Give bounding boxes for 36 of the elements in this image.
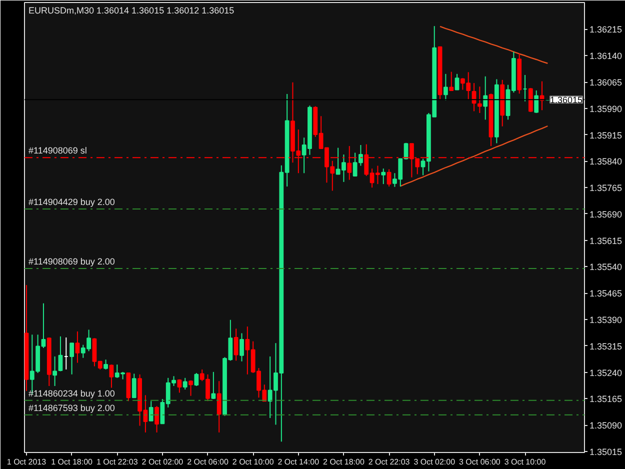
y-tick-label: 1.35090 bbox=[590, 420, 622, 431]
y-tick-label: 1.35240 bbox=[590, 368, 622, 378]
y-tick-label: 1.35015 bbox=[590, 446, 622, 457]
y-tick-label: 1.35465 bbox=[590, 288, 622, 299]
x-tick-label: 2 Oct 18:00 bbox=[323, 458, 365, 466]
y-tick-label: 1.36215 bbox=[590, 24, 622, 35]
ref-line-label: #114904429 buy 2.00 bbox=[28, 197, 115, 208]
y-tick-label: 1.35615 bbox=[590, 236, 622, 246]
ref-line-label: #114908069 sl bbox=[28, 146, 87, 156]
chart-title: EURUSDm,M30 1.36014 1.36015 1.36012 1.36015 bbox=[28, 6, 234, 16]
ref-line-label: #114860234 buy 1.00 bbox=[28, 388, 115, 398]
x-tick-label: 2 Oct 02:00 bbox=[142, 458, 184, 466]
y-tick-label: 1.36065 bbox=[590, 78, 622, 88]
ref-line-label: #114908069 buy 2.00 bbox=[28, 256, 115, 266]
y-tick-label: 1.35690 bbox=[590, 209, 622, 220]
x-tick-label: 3 Oct 06:00 bbox=[459, 458, 501, 466]
x-tick-label: 2 Oct 14:00 bbox=[278, 458, 320, 466]
y-tick-label: 1.35390 bbox=[590, 315, 622, 326]
y-tick-label: 1.35840 bbox=[590, 156, 622, 167]
x-tick-label: 2 Oct 22:03 bbox=[368, 458, 410, 466]
x-tick-label: 2 Oct 06:00 bbox=[187, 458, 229, 466]
y-tick-label: 1.35315 bbox=[590, 341, 622, 352]
y-tick-label: 1.35765 bbox=[590, 183, 622, 194]
y-tick-label: 1.35540 bbox=[590, 262, 622, 272]
x-tick-label: 1 Oct 2013 bbox=[6, 458, 47, 466]
x-tick-label: 1 Oct 22:03 bbox=[96, 458, 138, 466]
x-tick-label: 3 Oct 10:00 bbox=[504, 458, 546, 466]
x-tick-label: 1 Oct 18:00 bbox=[51, 458, 94, 466]
y-tick-label: 1.35165 bbox=[590, 394, 622, 404]
y-tick-label: 1.35990 bbox=[590, 104, 622, 114]
y-tick-label: 1.36140 bbox=[590, 51, 622, 62]
ref-line-label: 1.36015 bbox=[550, 95, 583, 106]
x-tick-label: 2 Oct 10:00 bbox=[232, 458, 274, 466]
ref-line-label: #114867593 buy 2.00 bbox=[28, 402, 115, 413]
x-tick-label: 3 Oct 02:00 bbox=[414, 458, 456, 466]
y-tick-label: 1.35915 bbox=[590, 130, 622, 140]
